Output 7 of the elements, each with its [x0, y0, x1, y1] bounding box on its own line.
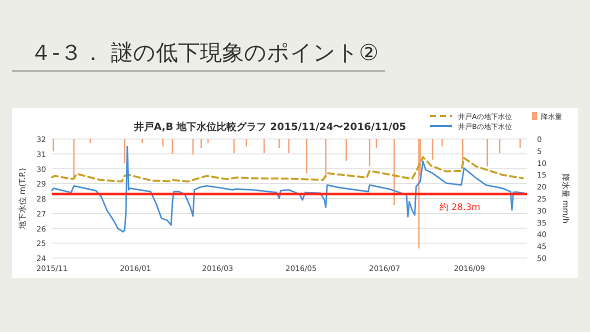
y-axis-title: 地下水位 m(T.P.) [18, 168, 27, 230]
ref-line-label: 約 28.3m [440, 202, 480, 214]
chart-title: ４-３． 謎の低下現象のポイント② [30, 41, 379, 66]
line-series [51, 156, 524, 183]
chart-subtitle: 井戸A,B 地下水位比較グラフ 2015/11/24〜2016/11/05 [132, 121, 406, 133]
y2-axis-title: 降水量 mm/h [561, 174, 570, 224]
line-series [51, 146, 526, 233]
